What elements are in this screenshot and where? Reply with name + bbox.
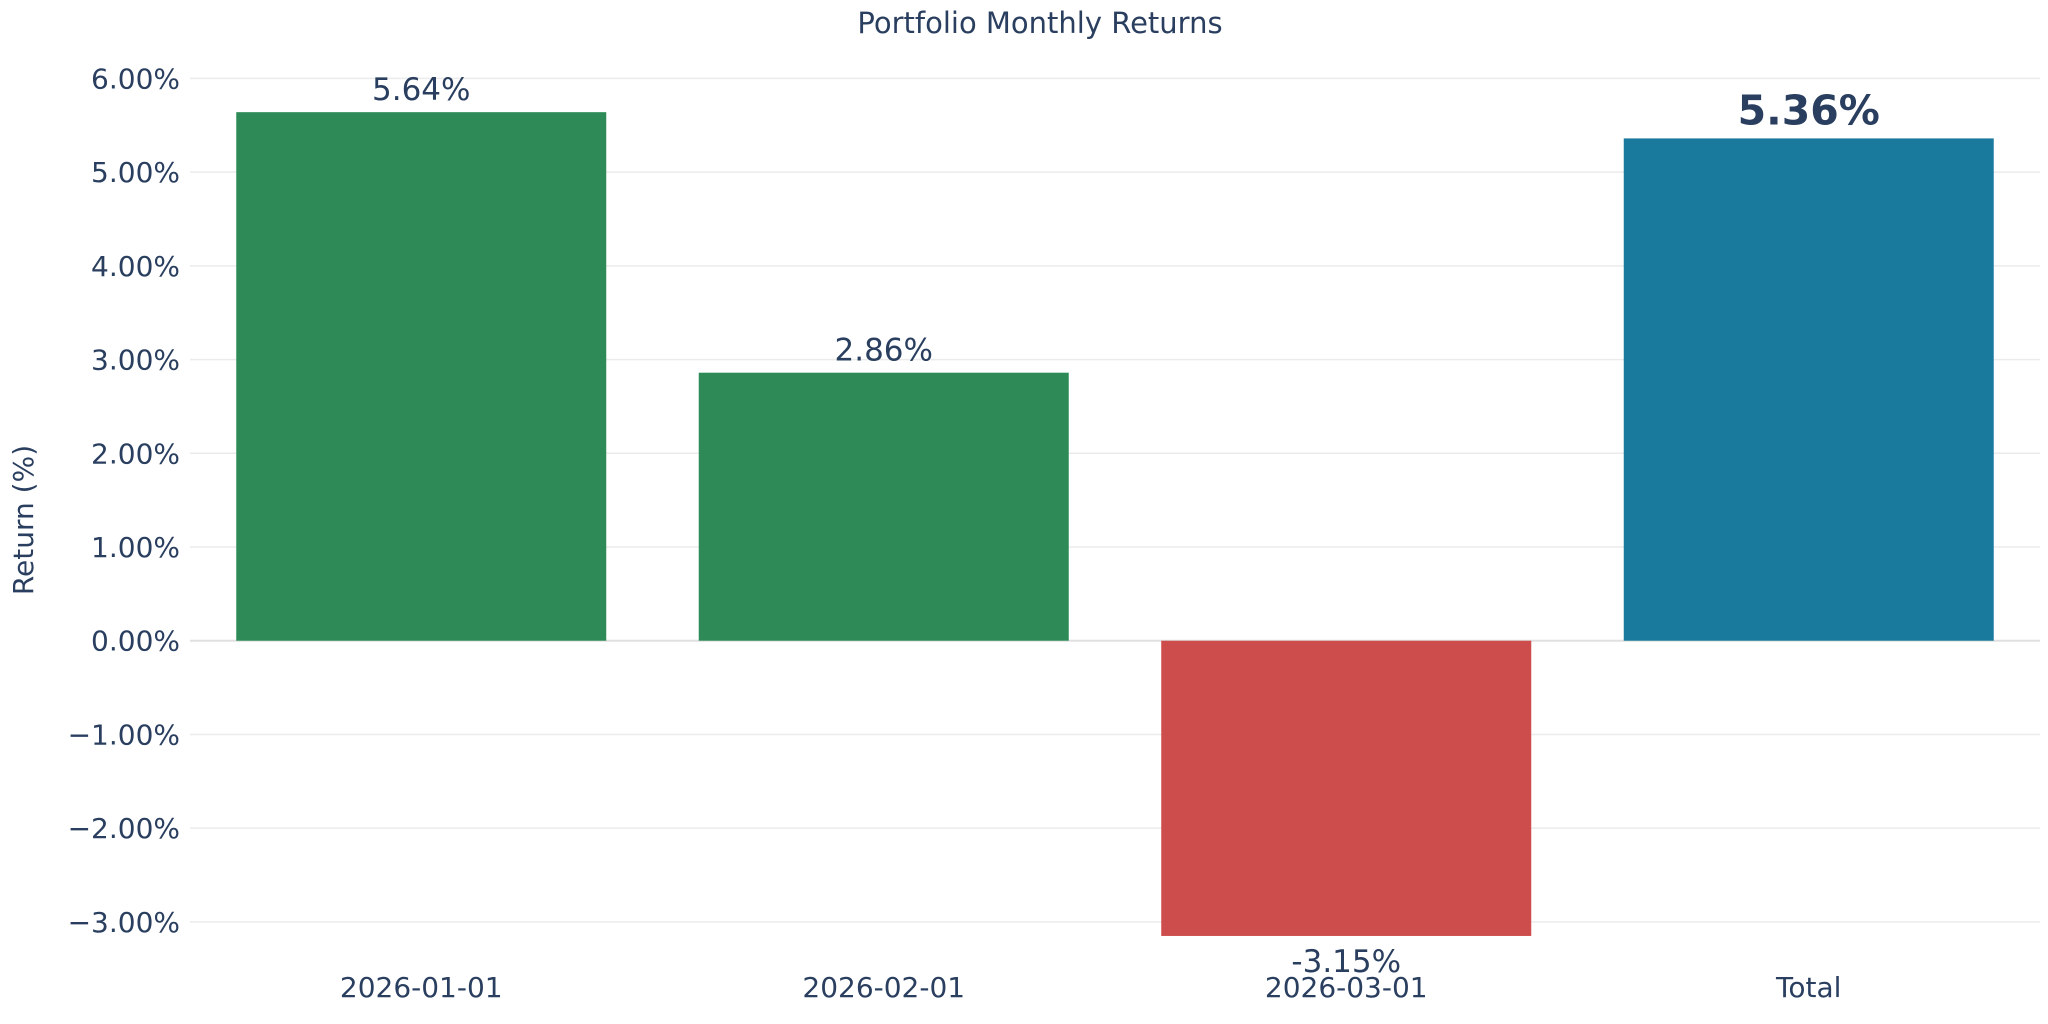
y-tick-label: 6.00% [91, 62, 180, 95]
y-tick-label: 1.00% [91, 531, 180, 564]
y-tick-label: 5.00% [91, 156, 180, 189]
y-axis-title: Return (%) [7, 445, 40, 595]
y-tick-label: 2.00% [91, 437, 180, 470]
bar-2026-03-01 [1161, 640, 1532, 936]
x-axis-ticks: 2026-01-01 2026-02-01 2026-03-01 Total [340, 971, 1842, 1004]
y-tick-label: −1.00% [68, 718, 180, 751]
data-label: 5.64% [372, 72, 470, 108]
x-tick-label: 2026-03-01 [1265, 971, 1428, 1004]
y-tick-label: −3.00% [68, 906, 180, 939]
x-tick-label: Total [1775, 971, 1841, 1004]
data-label: -3.15% [1291, 944, 1401, 980]
y-tick-label: 3.00% [91, 344, 180, 377]
bar-2026-02-01 [698, 372, 1069, 641]
x-tick-label: 2026-01-01 [340, 971, 503, 1004]
y-tick-label: 0.00% [91, 625, 180, 658]
y-tick-label: 4.00% [91, 250, 180, 283]
bars [236, 112, 1994, 936]
bar-data-labels: 5.64% 2.86% -3.15% 5.36% [372, 72, 1880, 980]
data-label: 2.86% [835, 333, 933, 369]
x-tick-label: 2026-02-01 [802, 971, 965, 1004]
data-label: 5.36% [1738, 86, 1880, 134]
chart-title: Portfolio Monthly Returns [857, 6, 1222, 40]
bar-2026-01-01 [236, 112, 607, 641]
bar-total [1623, 138, 1994, 641]
y-tick-label: −2.00% [68, 812, 180, 845]
y-axis-ticks: 6.00% 5.00% 4.00% 3.00% 2.00% 1.00% 0.00% −1.00… [68, 62, 180, 938]
